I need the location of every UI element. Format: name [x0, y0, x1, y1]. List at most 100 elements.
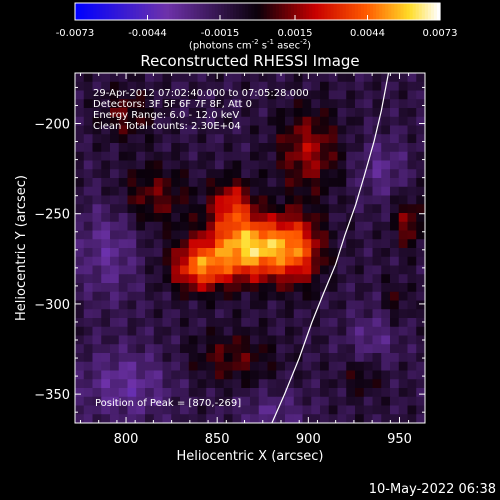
heatmap-cell — [92, 125, 102, 135]
heatmap-cell — [337, 81, 347, 91]
heatmap-cell — [381, 221, 391, 231]
heatmap-cell — [118, 99, 128, 109]
colorbar-cell — [357, 3, 362, 20]
heatmap-cell — [75, 125, 85, 135]
heatmap-cell — [398, 108, 408, 118]
heatmap-cell — [390, 195, 400, 205]
heatmap-cell — [180, 309, 190, 319]
heatmap-cell — [381, 169, 391, 179]
heatmap-cell — [92, 309, 102, 319]
heatmap-cell — [320, 239, 330, 249]
heatmap-cell — [328, 318, 338, 328]
heatmap-cell — [363, 186, 373, 196]
heatmap-cell — [241, 388, 251, 398]
colorbar-cell — [242, 3, 246, 20]
heatmap-cell — [285, 108, 295, 118]
heatmap-cell — [267, 160, 277, 170]
heatmap-cell — [328, 239, 338, 249]
heatmap-cell — [206, 90, 216, 100]
heatmap-cell — [162, 405, 172, 415]
heatmap-cell — [328, 221, 338, 231]
heatmap-cell — [215, 169, 225, 179]
heatmap-cell — [416, 344, 426, 354]
heatmap-cell — [320, 396, 330, 406]
heatmap-cell — [337, 90, 347, 100]
heatmap-cell — [258, 344, 268, 354]
heatmap-cell — [320, 414, 330, 424]
heatmap-cell — [363, 405, 373, 415]
heatmap-cell — [145, 326, 155, 336]
heatmap-cell — [320, 335, 330, 345]
heatmap-cell — [232, 134, 242, 144]
heatmap-cell — [407, 169, 417, 179]
heatmap-cell — [407, 414, 417, 424]
heatmap-cell — [162, 353, 172, 363]
heatmap-cell — [136, 248, 146, 258]
heatmap-cell — [223, 309, 233, 319]
heatmap-cell — [398, 116, 408, 126]
heatmap-cell — [223, 204, 233, 214]
heatmap-cell — [363, 239, 373, 249]
heatmap-cell — [250, 81, 260, 91]
heatmap-cell — [241, 283, 251, 293]
heatmap-cell — [302, 151, 312, 161]
heatmap-cell — [83, 370, 93, 380]
heatmap-cell — [276, 370, 286, 380]
heatmap-cell — [206, 283, 216, 293]
heatmap-cell — [276, 361, 286, 371]
heatmap-cell — [250, 256, 260, 266]
heatmap-cell — [355, 370, 365, 380]
heatmap-cell — [75, 178, 85, 188]
heatmap-cell — [372, 274, 382, 284]
heatmap-cell — [390, 370, 400, 380]
heatmap-cell — [372, 344, 382, 354]
heatmap-cell — [285, 361, 295, 371]
heatmap-cell — [320, 151, 330, 161]
heatmap-cell — [267, 335, 277, 345]
heatmap-cell — [145, 335, 155, 345]
heatmap-cell — [83, 300, 93, 310]
heatmap-cell — [390, 265, 400, 275]
colorbar-cell — [351, 3, 356, 20]
chart-title: Reconstructed RHESSI Image — [140, 52, 360, 70]
heatmap-cell — [127, 414, 137, 424]
heatmap-cell — [101, 195, 111, 205]
heatmap-cell — [162, 335, 172, 345]
heatmap-cell — [398, 396, 408, 406]
heatmap-cell — [136, 388, 146, 398]
heatmap-cell — [215, 344, 225, 354]
heatmap-cell — [320, 143, 330, 153]
heatmap-cell — [363, 379, 373, 389]
heatmap-cell — [407, 335, 417, 345]
heatmap-cell — [390, 151, 400, 161]
heatmap-cell — [258, 309, 268, 319]
colorbar-cell — [239, 3, 243, 20]
heatmap-cell — [136, 300, 146, 310]
heatmap-cell — [223, 81, 233, 91]
heatmap-cell — [118, 300, 128, 310]
heatmap-cell — [267, 125, 277, 135]
heatmap-cell — [127, 134, 137, 144]
heatmap-cell — [145, 265, 155, 275]
heatmap-cell — [101, 108, 111, 118]
heatmap-cell — [363, 248, 373, 258]
heatmap-cell — [328, 195, 338, 205]
heatmap-cell — [145, 256, 155, 266]
heatmap-cell — [355, 213, 365, 223]
heatmap-cell — [188, 108, 198, 118]
heatmap-cell — [223, 99, 233, 109]
heatmap-cell — [293, 90, 303, 100]
heatmap-cell — [258, 169, 268, 179]
heatmap-cell — [363, 99, 373, 109]
colorbar-cell — [81, 3, 85, 20]
heatmap-cell — [276, 414, 286, 424]
heatmap-cell — [83, 405, 93, 415]
heatmap-cell — [258, 405, 268, 415]
heatmap-cell — [250, 151, 260, 161]
heatmap-cell — [110, 283, 120, 293]
heatmap-cell — [153, 169, 163, 179]
heatmap-cell — [241, 396, 251, 406]
heatmap-cell — [145, 204, 155, 214]
heatmap-cell — [346, 256, 356, 266]
heatmap-cell — [145, 414, 155, 424]
